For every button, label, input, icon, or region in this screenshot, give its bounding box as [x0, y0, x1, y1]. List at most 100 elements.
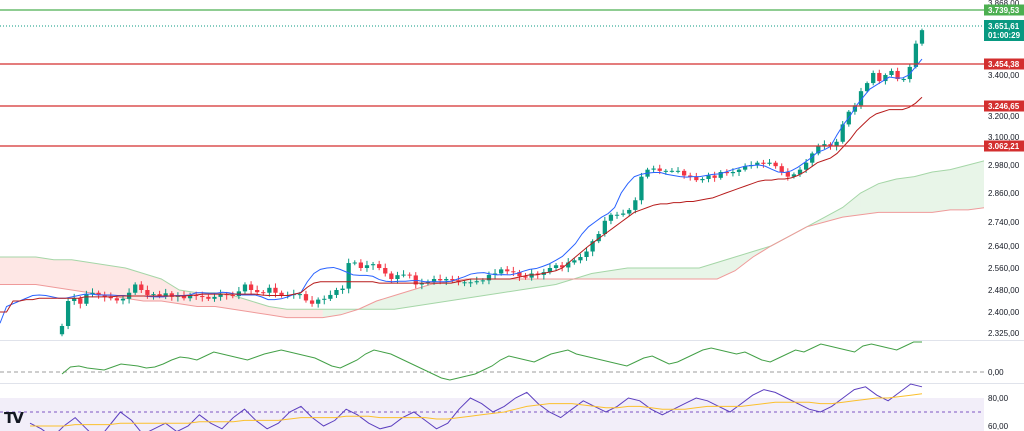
- candle-body: [59, 326, 65, 335]
- price-axis-label: 2.860,00: [988, 189, 1020, 198]
- cloud-segment: [412, 284, 431, 307]
- candle-body: [431, 279, 437, 282]
- cloud-segment: [53, 259, 72, 290]
- candle-body: [151, 294, 156, 296]
- level-tag-label: 3.454,38: [988, 60, 1020, 69]
- tradingview-logo[interactable]: TV: [4, 409, 24, 427]
- candle-body: [883, 75, 888, 82]
- candle-body: [712, 175, 717, 178]
- level-tag-label: 3.062,21: [988, 142, 1020, 151]
- price-axis-label: 3.200,00: [988, 112, 1020, 121]
- candle-body: [401, 274, 406, 276]
- candle-body: [803, 162, 809, 170]
- price-axis-label: 2.740,00: [988, 218, 1020, 227]
- price-axis-label: 2.400,00: [988, 308, 1020, 317]
- candle-body: [901, 79, 906, 81]
- rsi-signal-line: [30, 393, 923, 427]
- candle-body: [389, 273, 394, 279]
- candle-body: [267, 287, 272, 293]
- cloud-segment: [430, 281, 449, 304]
- cloud-segment: [502, 279, 520, 293]
- current-price-tag: [984, 20, 1024, 41]
- candle-body: [651, 168, 656, 170]
- candle-body: [297, 294, 303, 296]
- candle-body: [120, 298, 126, 301]
- candle-body: [596, 234, 601, 242]
- candle-body: [529, 273, 534, 278]
- candle-body: [834, 141, 839, 147]
- candle-body: [334, 290, 339, 295]
- candle-body: [480, 280, 485, 282]
- candle-body: [279, 292, 284, 296]
- cloud-segment: [627, 268, 646, 279]
- candle-body: [767, 162, 772, 164]
- candle-body: [84, 294, 89, 304]
- cloud-segment: [717, 257, 736, 279]
- candle-body: [633, 200, 638, 210]
- candle-body: [248, 284, 254, 290]
- candle-body: [864, 83, 870, 92]
- candle-body: [913, 43, 919, 67]
- candle-body: [413, 275, 418, 285]
- price-axis-label: 2.980,00: [988, 161, 1020, 170]
- candle-body: [553, 265, 559, 268]
- price-axis-label: 3.868,00: [988, 0, 1020, 8]
- candle-body: [547, 268, 553, 273]
- candle-body: [871, 72, 876, 84]
- level-tag: [984, 4, 1024, 16]
- candle-body: [322, 298, 327, 300]
- cloud-segment: [322, 309, 341, 318]
- candle-body: [273, 287, 278, 293]
- oscillator-line: [61, 341, 922, 381]
- cloud-segment: [896, 176, 915, 213]
- cloud-segment: [394, 290, 413, 310]
- candle-body: [261, 292, 266, 294]
- candle-body: [370, 264, 376, 266]
- candle-body: [700, 179, 705, 181]
- candle-body: [450, 279, 455, 281]
- cloud-segment: [735, 251, 753, 271]
- level-tag-label: 3.246,65: [988, 102, 1020, 111]
- candle-body: [328, 294, 333, 299]
- candle-body: [407, 274, 412, 276]
- candle-body: [474, 281, 479, 283]
- countdown-label: 01:00:29: [988, 31, 1021, 40]
- candle-body: [65, 301, 71, 326]
- cloud-segment: [17, 257, 36, 285]
- candle-body: [907, 66, 912, 80]
- candle-body: [187, 294, 193, 299]
- candle-body: [200, 296, 205, 298]
- candle-body: [785, 172, 790, 177]
- candle-body: [133, 284, 138, 293]
- cloud-segment: [663, 268, 682, 279]
- candle-body: [608, 214, 614, 221]
- cloud-segment: [824, 207, 843, 222]
- candle-body: [468, 282, 473, 284]
- tenkan-line: [0, 58, 923, 324]
- candle-body: [346, 263, 351, 289]
- candle-body: [255, 290, 260, 293]
- cloud-segment: [968, 160, 984, 210]
- candle-body: [669, 170, 675, 172]
- price-axis-label: 3.100,00: [988, 133, 1020, 142]
- cloud-span-a: [0, 160, 984, 310]
- cloud-segment: [537, 279, 556, 288]
- oscillator-zero-label: 0,00: [988, 368, 1004, 377]
- candle-body: [377, 264, 382, 268]
- candle-body: [145, 290, 150, 295]
- candle-body: [816, 146, 821, 154]
- candle-body: [194, 294, 199, 297]
- main-pane: [0, 28, 984, 337]
- candle-body: [462, 282, 467, 284]
- candle-body: [828, 144, 833, 147]
- cloud-segment: [950, 165, 969, 210]
- cloud-segment: [609, 268, 628, 279]
- candle-body: [218, 294, 223, 297]
- candle-body: [242, 284, 248, 292]
- candle-body: [773, 162, 778, 167]
- candle-body: [688, 175, 693, 177]
- cloud-segment: [519, 279, 538, 290]
- candle-body: [791, 174, 797, 177]
- candle-body: [425, 281, 431, 284]
